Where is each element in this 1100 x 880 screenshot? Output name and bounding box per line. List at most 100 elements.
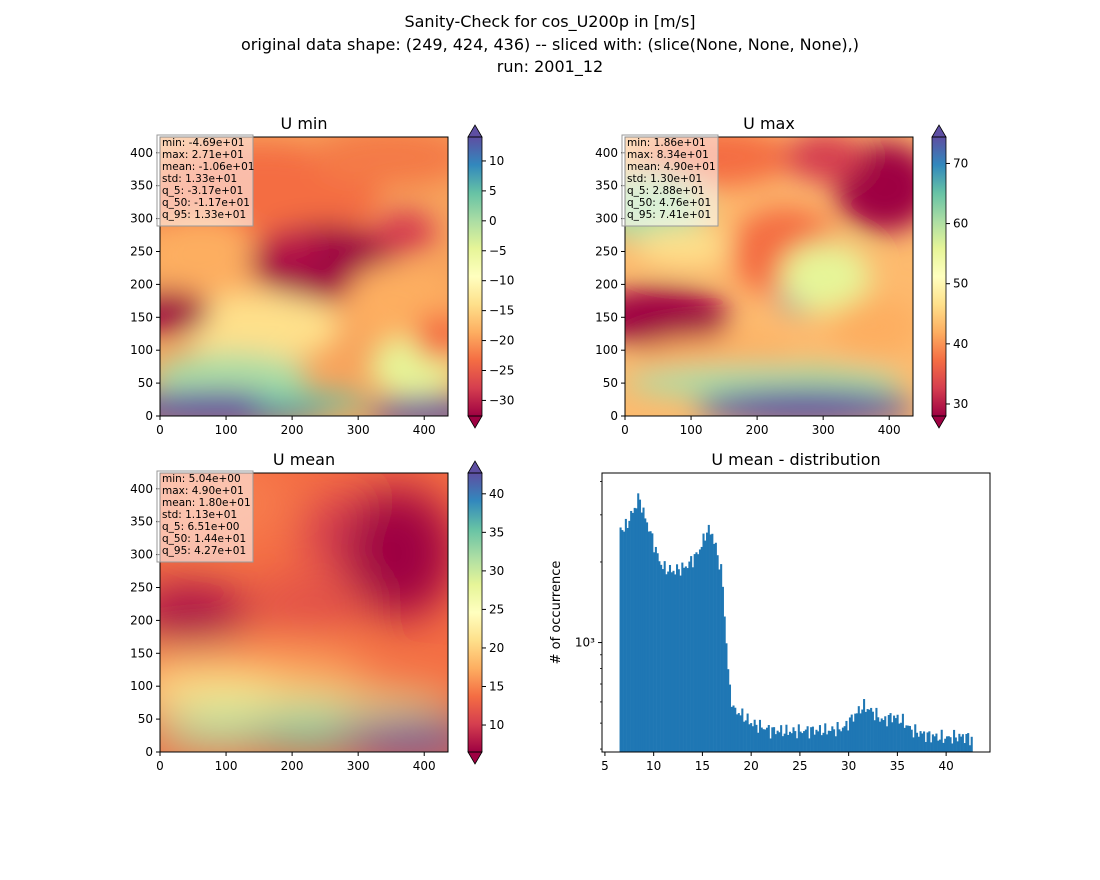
colorbar-tick-label: −30 — [489, 393, 514, 407]
x-tick-label: 0 — [156, 423, 164, 437]
colorbar-frame — [467, 472, 483, 753]
histogram-bar — [945, 736, 949, 752]
histogram-bar — [706, 532, 709, 752]
histogram-bar — [820, 735, 823, 752]
colorbar-tick-label: 30 — [489, 564, 504, 578]
stats-line: q_95: 7.41e+01 — [627, 209, 711, 221]
histogram-bar — [958, 733, 961, 752]
histogram-bar — [744, 720, 747, 752]
stats-line: q_95: 1.33e+01 — [162, 209, 246, 221]
histogram-bar — [834, 736, 837, 752]
histogram-bar — [764, 729, 767, 752]
histogram-bar — [951, 743, 954, 752]
panel-title: U min — [281, 114, 328, 133]
histogram-bar — [788, 731, 792, 752]
x-tick-label: 0 — [621, 423, 629, 437]
histogram-bar — [938, 739, 941, 752]
histogram-bar — [801, 733, 804, 752]
histogram-bar — [762, 729, 765, 752]
histogram-bar — [804, 729, 807, 752]
y-tick-label: 400 — [130, 146, 153, 160]
histogram-bar — [670, 572, 673, 752]
histogram-bar — [656, 553, 659, 752]
histogram-bar — [635, 508, 638, 752]
colorbar-gradient — [468, 137, 482, 416]
histogram-bar — [778, 732, 781, 752]
histogram-bar — [653, 552, 656, 752]
histogram-bar — [677, 569, 680, 752]
colorbar: −30 −25 −20 −15 −10 −5 0 5 10 — [467, 124, 514, 429]
colorbar-extend-min — [931, 415, 947, 429]
histogram-bar — [698, 549, 702, 752]
histogram-bar — [638, 499, 642, 752]
histogram-bar — [649, 531, 652, 752]
colorbar-tick-label: 50 — [953, 277, 968, 291]
histogram-bar — [937, 740, 940, 752]
histogram-bar — [880, 718, 883, 752]
y-tick-label: 10³ — [575, 636, 595, 650]
stats-line: min: -4.69e+01 — [162, 137, 244, 149]
histogram-bar — [840, 731, 843, 752]
histogram-bar — [783, 733, 786, 752]
histogram-bar — [935, 733, 938, 752]
y-tick-label: 250 — [595, 244, 618, 258]
histogram-bar — [967, 733, 970, 752]
histogram-bar — [718, 569, 721, 752]
histogram-bar — [914, 724, 917, 752]
stats-line: q_5: -3.17e+01 — [162, 185, 243, 197]
colorbar-frame — [467, 136, 483, 417]
colorbar-tick-label: 10 — [489, 718, 504, 732]
histogram-bar — [774, 734, 777, 752]
y-tick-label: 250 — [130, 244, 153, 258]
histogram-bar — [859, 713, 862, 752]
histogram-bar — [924, 741, 927, 752]
histogram-bar — [891, 722, 894, 752]
y-tick-label: 300 — [130, 548, 153, 562]
histogram-bar — [870, 707, 873, 752]
histogram-bar — [714, 542, 717, 752]
colorbar-tick-label: 0 — [489, 214, 497, 228]
axes-frame — [624, 136, 914, 417]
x-tick-label: 30 — [841, 759, 856, 773]
histogram-bar — [884, 716, 887, 752]
stats-box-bg — [156, 134, 254, 227]
stats-box-bg — [156, 470, 254, 563]
histogram-bar — [871, 711, 874, 752]
histogram-bar — [893, 715, 896, 752]
figure-title-line-2: original data shape: (249, 424, 436) -- … — [241, 35, 859, 54]
stats-line: q_95: 4.27e+01 — [162, 545, 246, 557]
x-tick-label: 20 — [744, 759, 759, 773]
colorbar-extend-min — [467, 415, 483, 429]
histogram-bar — [827, 730, 830, 752]
histogram-bar — [739, 715, 742, 752]
histogram-bars — [619, 493, 973, 752]
y-tick-label: 50 — [138, 712, 153, 726]
x-tick-label: 200 — [281, 423, 304, 437]
histogram-bar — [626, 527, 629, 752]
histogram-bar — [854, 713, 857, 752]
histogram-bar — [769, 738, 772, 752]
histogram-bar — [900, 722, 903, 752]
colorbar-tick-label: −10 — [489, 274, 514, 288]
histogram-bar — [864, 711, 867, 752]
x-tick-label: 200 — [746, 423, 769, 437]
histogram-bar — [644, 518, 647, 752]
histogram-bar — [810, 727, 813, 752]
colorbar-tick-label: −20 — [489, 334, 514, 348]
histogram-bar — [651, 533, 654, 752]
histogram-bar — [628, 520, 631, 752]
histogram-bar — [766, 727, 769, 752]
histogram-bar — [746, 713, 749, 752]
stats-line: q_50: -1.17e+01 — [162, 197, 250, 209]
y-tick-label: 100 — [595, 343, 618, 357]
histogram-bar — [910, 729, 913, 752]
histogram-bar — [843, 726, 846, 752]
y-axis-label: # of occurrence — [549, 561, 564, 665]
colorbar-tick-label: 5 — [489, 184, 497, 198]
histogram-bar — [954, 737, 957, 752]
y-tick-label: 200 — [130, 277, 153, 291]
